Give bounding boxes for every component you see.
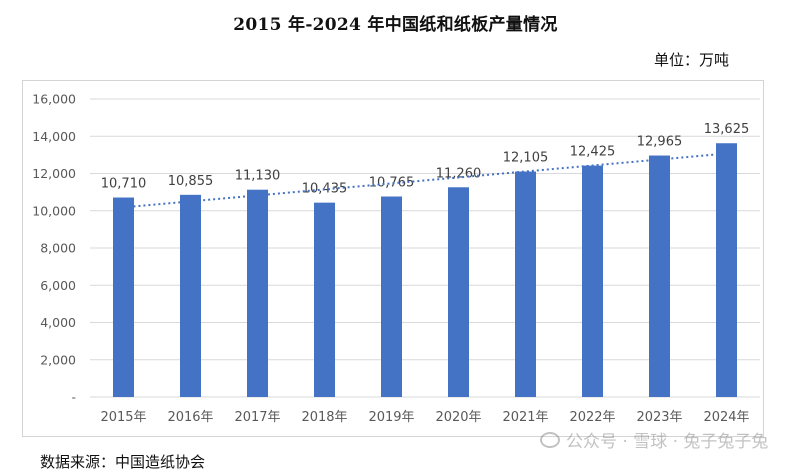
y-tick-label: - (71, 390, 76, 405)
unit-label: 单位：万吨 (653, 51, 729, 69)
bar (247, 189, 268, 397)
bar (716, 143, 737, 397)
x-tick-label: 2017年 (234, 410, 280, 425)
y-tick-label: 14,000 (32, 129, 76, 144)
x-tick-label: 2016年 (167, 410, 213, 425)
bar (113, 197, 134, 397)
bar (582, 165, 603, 397)
bar (515, 171, 536, 397)
x-tick-label: 2018年 (301, 410, 347, 425)
y-tick-label: 4,000 (40, 315, 76, 330)
data-label: 12,965 (637, 135, 683, 150)
data-label: 11,130 (235, 169, 281, 184)
bar (180, 194, 201, 397)
data-label: 13,625 (704, 122, 750, 137)
y-tick-label: 12,000 (32, 166, 76, 181)
y-tick-label: 16,000 (32, 92, 76, 107)
watermark-text: 公众号 · 雪球 · 兔子兔子兔 (566, 432, 769, 452)
y-tick-label: 2,000 (40, 352, 76, 367)
data-label: 10,710 (101, 177, 147, 192)
data-label: 11,260 (436, 166, 482, 181)
x-tick-label: 2022年 (569, 410, 615, 425)
bar (448, 187, 469, 397)
data-label: 12,105 (503, 151, 549, 166)
data-label: 10,855 (168, 174, 214, 189)
watermark: 公众号 · 雪球 · 兔子兔子兔 (540, 427, 768, 452)
bar (314, 202, 335, 397)
y-tick-label: 8,000 (40, 241, 76, 256)
bar (381, 196, 402, 397)
source-label: 数据来源：中国造纸协会 (40, 453, 206, 471)
chart-frame (22, 80, 764, 437)
data-label: 10,765 (369, 176, 415, 191)
y-tick-label: 10,000 (32, 203, 76, 218)
x-tick-label: 2020年 (435, 410, 481, 425)
trendline (123, 152, 727, 209)
x-tick-label: 2019年 (368, 410, 414, 425)
wechat-icon (540, 431, 560, 448)
data-label: 12,425 (570, 145, 616, 160)
y-tick-label: 6,000 (40, 278, 76, 293)
x-tick-label: 2021年 (502, 410, 548, 425)
x-tick-label: 2023年 (636, 410, 682, 425)
x-tick-label: 2024年 (703, 410, 749, 425)
chart-title: 2015 年-2024 年中国纸和纸板产量情况 (233, 15, 558, 35)
x-tick-label: 2015年 (100, 410, 146, 425)
bar (649, 155, 670, 397)
